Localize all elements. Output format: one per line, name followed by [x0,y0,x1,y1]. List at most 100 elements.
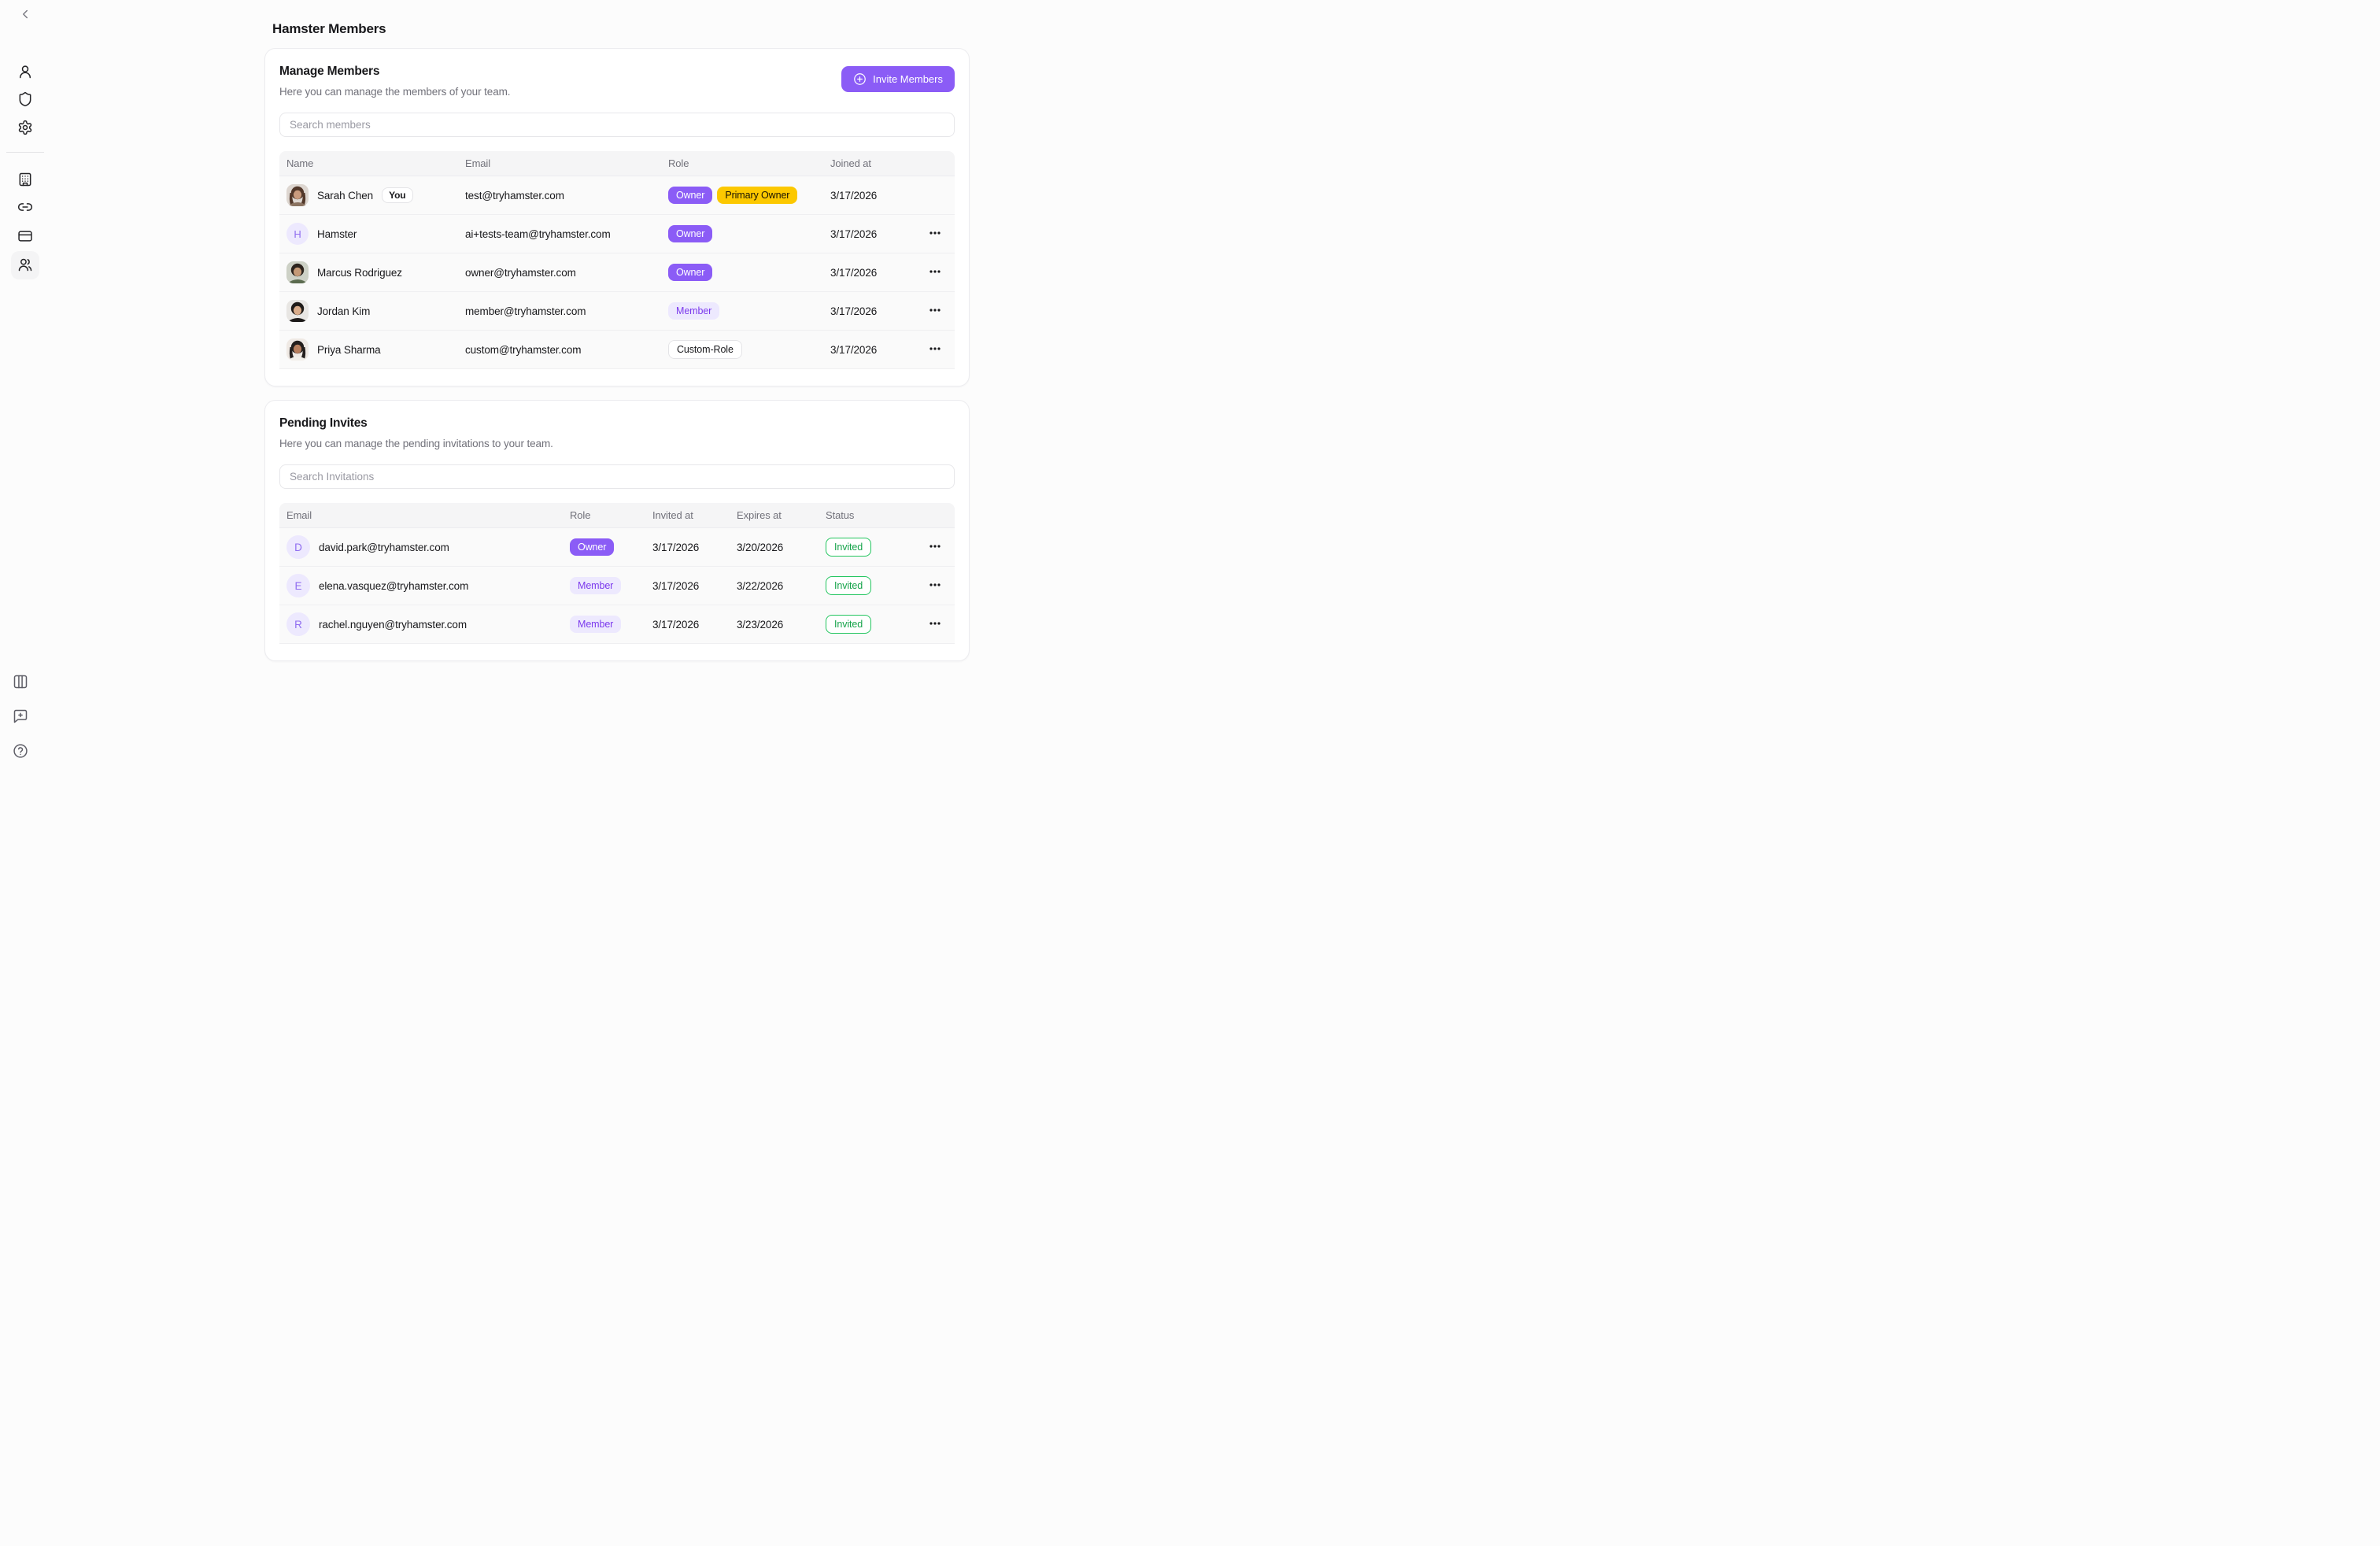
message-square-plus-icon [13,708,28,727]
member-role-cell: Custom-Role [668,340,830,359]
invite-email: david.park@tryhamster.com [319,541,449,553]
invite-status-badge: Invited [826,615,872,634]
member-email: test@tryhamster.com [465,189,564,202]
invite-status-cell: Invited [826,538,912,557]
column-role: Role [570,509,591,521]
sidebar-item-profile[interactable] [11,58,39,87]
invite-email: rachel.nguyen@tryhamster.com [319,618,467,631]
joined-at: 3/17/2026 [830,227,878,240]
member-actions-cell [917,223,948,245]
column-role: Role [668,157,689,169]
invites-table-header: Email Role Invited at Expires at Status [279,503,955,528]
settings-icon [17,120,33,138]
back-button[interactable] [11,1,39,29]
invite-avatar: E [286,574,310,597]
sidebar-item-security[interactable] [11,86,39,114]
shield-icon [17,91,33,109]
invite-avatar: R [286,612,310,636]
sidebar-item-feedback[interactable] [6,703,35,731]
member-row: Marcus Rodriguez owner@tryhamster.com Owne… [279,253,955,292]
row-menu-button[interactable] [924,575,946,597]
sidebar-item-members[interactable] [11,251,39,279]
member-row: Jordan Kim member@tryhamster.com Member 3/1… [279,292,955,331]
pending-invites-title: Pending Invites [279,416,368,430]
joined-at: 3/17/2026 [830,343,878,356]
invited-at: 3/17/2026 [652,618,700,631]
member-avatar [286,338,309,361]
joined-at: 3/17/2026 [830,189,878,202]
member-avatar [286,300,309,322]
sidebar-item-connections[interactable] [11,194,39,222]
building-icon [17,172,33,190]
role-badge: Owner [668,264,713,281]
sidebar-item-organization[interactable] [11,166,39,194]
member-name-cell: H Hamster [286,223,465,245]
credit-card-icon [17,228,33,246]
member-avatar: H [286,223,309,245]
role-badge: Owner [668,225,713,242]
row-menu-button[interactable] [924,223,946,245]
invite-status-cell: Invited [826,576,912,595]
row-menu-button[interactable] [924,300,946,322]
column-name: Name [286,157,314,169]
invite-role-cell: Owner [570,538,652,556]
role-badge: Primary Owner [717,187,798,204]
sidebar-item-settings[interactable] [11,114,39,142]
invite-status-badge: Invited [826,538,872,557]
member-email: custom@tryhamster.com [465,343,582,356]
pending-invites-subtitle: Here you can manage the pending invitati… [279,438,553,449]
member-name-cell: Priya Sharma [286,338,465,361]
invites-table: Email Role Invited at Expires at Status … [279,503,955,644]
members-table: Name Email Role Joined at Sarah Chen You t… [279,151,955,369]
invite-role-cell: Member [570,577,652,594]
search-invitations-input[interactable] [279,464,955,489]
row-menu-button[interactable] [924,261,946,283]
row-menu-button[interactable] [924,338,946,361]
link-icon [17,199,33,217]
ellipsis-icon [928,578,942,594]
users-icon [17,257,33,275]
member-avatar [286,261,309,283]
ellipsis-icon [928,303,942,320]
member-name-cell: Sarah Chen You [286,184,465,206]
row-menu-button[interactable] [924,613,946,635]
chevron-left-icon [18,7,32,24]
ellipsis-icon [928,616,942,633]
help-circle-icon [13,743,28,761]
member-avatar [286,184,309,206]
invite-actions-cell [912,575,948,597]
invite-members-button[interactable]: Invite Members [841,66,955,92]
column-email: Email [286,509,312,521]
sidebar-item-panels[interactable] [6,668,35,697]
member-actions-cell [917,300,948,322]
page-title: Hamster Members [272,21,386,36]
invite-role-cell: Member [570,616,652,633]
column-joined-at: Joined at [830,157,871,169]
row-menu-button[interactable] [924,536,946,558]
member-role-cell: Owner [668,225,830,242]
search-members-input[interactable] [279,113,955,137]
invite-role-badge: Owner [570,538,615,556]
invite-status-badge: Invited [826,576,872,595]
manage-members-title: Manage Members [279,65,380,78]
sidebar-item-help[interactable] [6,738,35,766]
invite-status-cell: Invited [826,615,912,634]
members-table-body: Sarah Chen You test@tryhamster.com Owner Pri… [279,176,955,369]
role-badge: Custom-Role [668,340,742,359]
joined-at: 3/17/2026 [830,305,878,317]
member-email: member@tryhamster.com [465,305,586,317]
circle-plus-icon [853,72,867,86]
main-content: Hamster Members Manage Members Here you … [264,0,970,661]
members-table-header: Name Email Role Joined at [279,151,955,176]
member-name: Sarah Chen [317,189,374,202]
member-actions-cell [917,338,948,361]
sidebar-item-billing[interactable] [11,223,39,251]
member-email: ai+tests-team@tryhamster.com [465,227,611,240]
expires-at: 3/23/2026 [737,618,784,631]
